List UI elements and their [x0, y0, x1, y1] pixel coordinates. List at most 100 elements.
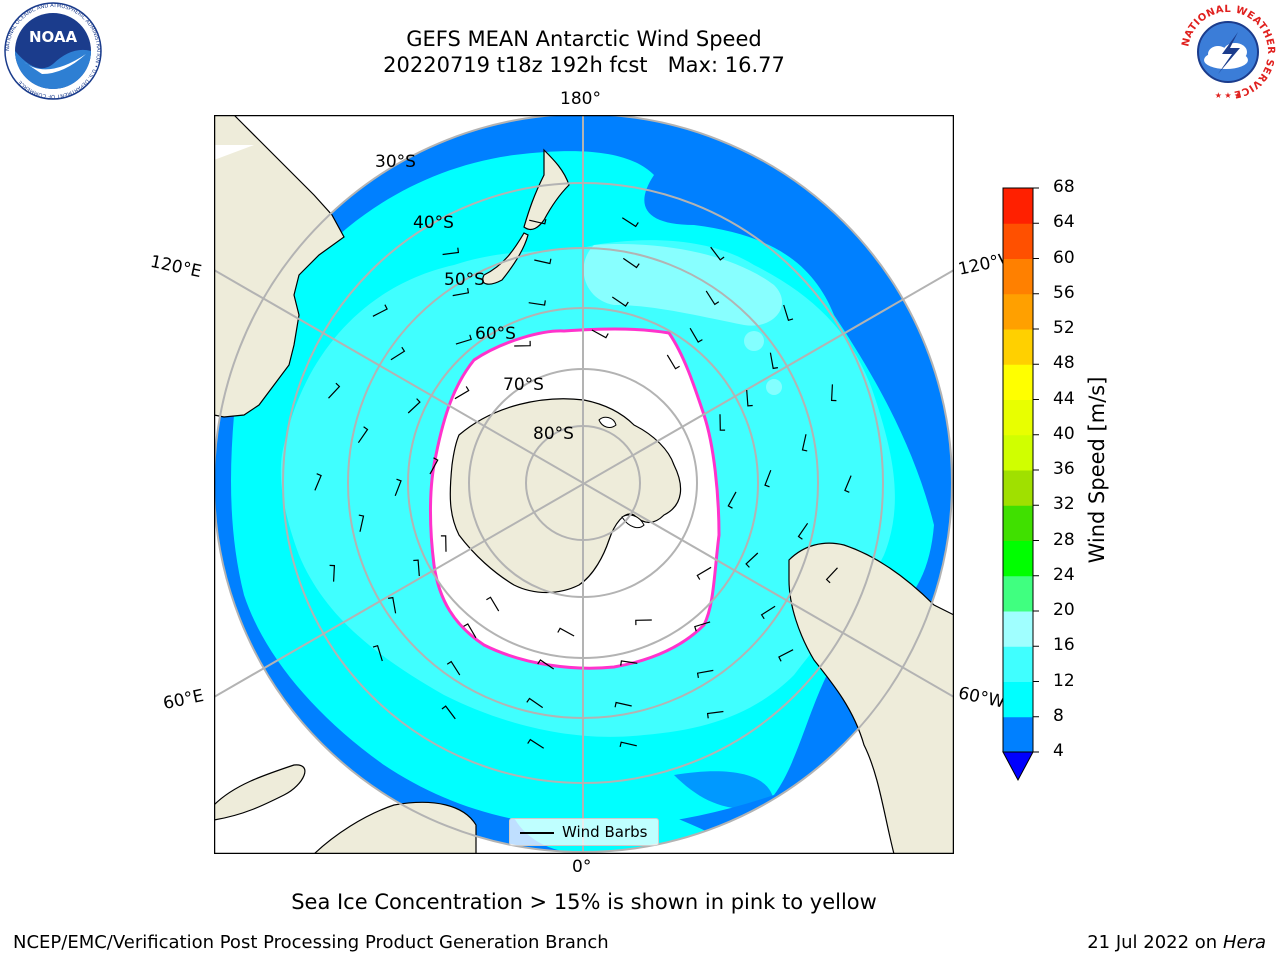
footer-date-text: 21 Jul 2022 on	[1087, 932, 1223, 953]
gridlines	[214, 115, 954, 854]
land-australia	[214, 115, 345, 418]
land-masses	[214, 115, 954, 854]
wind-barb	[526, 697, 544, 709]
wind-barb	[357, 426, 369, 444]
wind-barb	[442, 247, 460, 256]
wind-barb	[769, 352, 779, 370]
lat-label-70s: 70°S	[503, 375, 544, 395]
colorbar-band	[1003, 434, 1033, 471]
wind-barb	[622, 257, 640, 269]
wind-barb	[635, 619, 652, 626]
nws-logo: NATIONAL WEATHER SERVICE ★ ★ ★	[1180, 4, 1275, 100]
wind-barb	[696, 669, 714, 679]
lat-label-60s: 60°S	[475, 324, 516, 344]
colorbar-band	[1003, 364, 1033, 400]
map-border	[213, 114, 955, 855]
wind-barb	[764, 469, 772, 488]
wind-barb	[719, 414, 726, 431]
wind-barb	[452, 287, 470, 297]
wind-barbs	[314, 217, 852, 749]
wind-barb	[591, 329, 609, 339]
wind-barb	[705, 290, 720, 306]
footer-host: Hera	[1222, 932, 1266, 953]
colorbar-tick-label: 20	[1053, 600, 1075, 620]
colorbar-tick-label: 32	[1053, 494, 1075, 515]
wind-barb	[329, 564, 336, 582]
land-africa	[313, 801, 477, 854]
colorbar	[1002, 187, 1039, 782]
wind-barb	[529, 218, 547, 225]
colorbar-band	[1003, 681, 1033, 718]
lon-label-60e: 60°E	[161, 685, 206, 715]
colorbar-tick-label: 12	[1053, 670, 1075, 691]
colorbar-tick-label: 36	[1053, 459, 1075, 479]
wind-barb	[694, 621, 711, 632]
colorbar-band	[1003, 258, 1033, 295]
lat-label-40s: 40°S	[413, 213, 454, 233]
wind-barb	[745, 552, 759, 568]
land-new-zealand-south	[482, 232, 529, 285]
wind-barb	[486, 596, 500, 612]
wind-barb	[621, 217, 639, 228]
wind-barb	[689, 327, 703, 343]
colorbar-tick-label: 48	[1053, 353, 1075, 374]
legend-label: Wind Barbs	[562, 823, 648, 841]
wind-barb	[727, 491, 737, 509]
wind-barb	[387, 596, 397, 614]
colorbar-tick-label: 16	[1053, 635, 1075, 656]
wind-barb	[778, 649, 794, 662]
polar-map-canvas	[213, 114, 955, 855]
wind-barb	[534, 258, 552, 265]
wind-barb	[446, 660, 461, 676]
wind-barb	[844, 475, 852, 493]
colorbar-tick-label: 60	[1053, 247, 1075, 268]
lon-label-0: 0°	[572, 857, 592, 877]
wind-barb	[372, 304, 388, 317]
wind-barb	[328, 382, 341, 399]
wind-barb	[390, 346, 406, 361]
colorbar-band	[1003, 399, 1033, 436]
wind-barb	[706, 710, 724, 719]
land-south-america	[788, 542, 954, 854]
colorbar-band	[1003, 575, 1033, 612]
wind-barb	[514, 340, 531, 347]
svg-text:★ ★ ★: ★ ★ ★	[1215, 91, 1242, 100]
wind-barb	[830, 384, 837, 402]
noaa-logo-text: NOAA	[29, 28, 78, 46]
wind-barb	[394, 478, 402, 497]
land-madagascar	[214, 764, 306, 821]
colorbar-tick-label: 52	[1053, 318, 1075, 338]
wind-barb	[760, 605, 776, 620]
wind-barb	[666, 354, 680, 370]
lon-label-120e: 120°E	[148, 251, 204, 283]
colorbar-tick-label: 40	[1053, 423, 1075, 444]
legend: Wind Barbs	[509, 818, 659, 846]
wind-barb	[557, 627, 575, 637]
wind-barb	[614, 701, 632, 708]
wind-barb	[528, 300, 546, 306]
lat-label-30s: 30°S	[375, 152, 416, 172]
colorbar-band	[1003, 188, 1033, 224]
wind-barb	[372, 644, 383, 662]
colorbar-tick-label: 8	[1053, 705, 1064, 726]
wind-barb	[407, 398, 421, 414]
wind-barb	[413, 559, 420, 577]
wind-barb	[696, 566, 712, 580]
colorbar-band	[1003, 293, 1033, 330]
colorbar-band	[1003, 540, 1033, 577]
colorbar-tick-label: 28	[1053, 529, 1075, 550]
wind-barb	[527, 738, 545, 749]
colorbar-band	[1003, 611, 1033, 647]
lat-label-50s: 50°S	[444, 270, 485, 290]
colorbar-tick-label: 44	[1053, 388, 1075, 409]
wind-barb	[440, 535, 447, 552]
wind-barb	[825, 567, 838, 584]
footer-credit: NCEP/EMC/Verification Post Processing Pr…	[13, 932, 609, 953]
polar-map	[213, 114, 955, 855]
colorbar-band	[1003, 223, 1033, 259]
sea-ice-note: Sea Ice Concentration > 15% is shown in …	[291, 890, 877, 914]
colorbar-band	[1003, 646, 1033, 682]
wind-barb	[463, 623, 477, 639]
colorbar-tick-label: 4	[1053, 741, 1064, 761]
colorbar-band	[1003, 470, 1033, 506]
